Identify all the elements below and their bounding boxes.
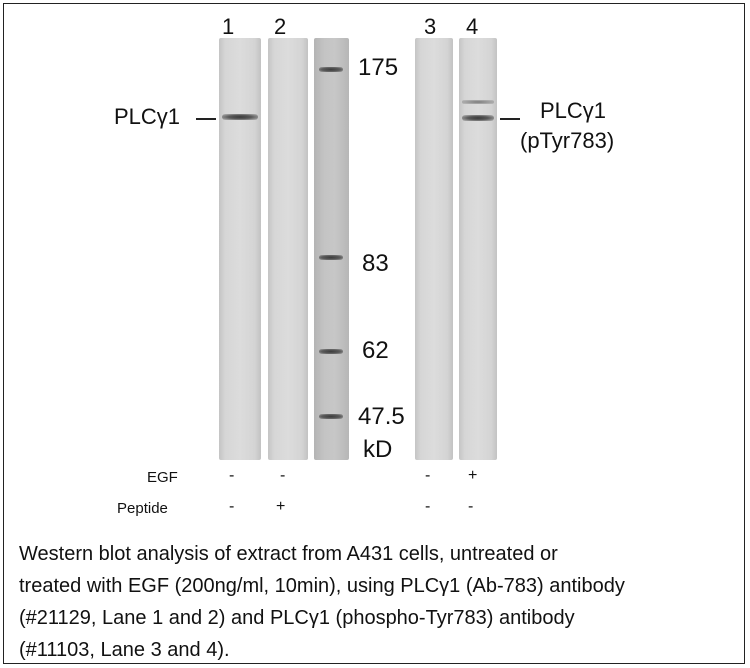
lane-number-3: 3 [424, 14, 437, 39]
peptide-row-label: Peptide [117, 500, 168, 517]
caption-line-4: (#11103, Lane 3 and 4). [19, 639, 230, 661]
figure-frame [3, 3, 745, 664]
figure-caption: Western blot analysis of extract from A4… [19, 538, 739, 666]
blot-lane-2 [268, 38, 308, 460]
right-band-label-line2: (pTyr783) [520, 128, 615, 153]
mw-unit: kD [363, 436, 393, 463]
peptide-lane-2: + [276, 498, 286, 515]
peptide-lane-4: - [468, 498, 474, 515]
lane-number-2: 2 [274, 14, 287, 39]
ptyr783-band [462, 115, 494, 121]
mw-label-62: 62 [362, 337, 389, 364]
caption-line-1: Western blot analysis of extract from A4… [19, 543, 558, 565]
blot-lane-4 [459, 38, 497, 460]
peptide-lane-1: - [229, 498, 235, 515]
lane-number-1: 1 [222, 14, 235, 39]
caption-line-3: (#21129, Lane 1 and 2) and PLCγ1 (phosph… [19, 607, 575, 629]
left-band-pointer [196, 118, 216, 120]
egf-lane-1: - [229, 467, 235, 484]
caption-line-2: treated with EGF (200ng/ml, 10min), usin… [19, 575, 625, 597]
blot-lane-3 [415, 38, 453, 460]
marker-band-175 [319, 67, 343, 72]
left-band-label: PLCγ1 [114, 104, 181, 129]
egf-lane-4: + [468, 467, 478, 484]
marker-band-62 [319, 349, 343, 354]
marker-band-47-5 [319, 414, 343, 419]
mw-label-47-5: 47.5 [358, 403, 405, 430]
egf-lane-3: - [425, 467, 431, 484]
blot-lane-1 [219, 38, 261, 460]
right-band-pointer [500, 118, 520, 120]
plc-gamma1-band [222, 114, 258, 120]
mw-label-175: 175 [358, 54, 399, 81]
peptide-lane-3: - [425, 498, 431, 515]
egf-lane-2: - [280, 467, 286, 484]
mw-label-83: 83 [362, 250, 389, 277]
upper-faint-band [462, 100, 494, 104]
lane-number-4: 4 [466, 14, 479, 39]
right-band-label-line1: PLCγ1 [540, 98, 607, 123]
egf-row-label: EGF [147, 469, 178, 486]
marker-lane [314, 38, 349, 460]
marker-band-83 [319, 255, 343, 260]
